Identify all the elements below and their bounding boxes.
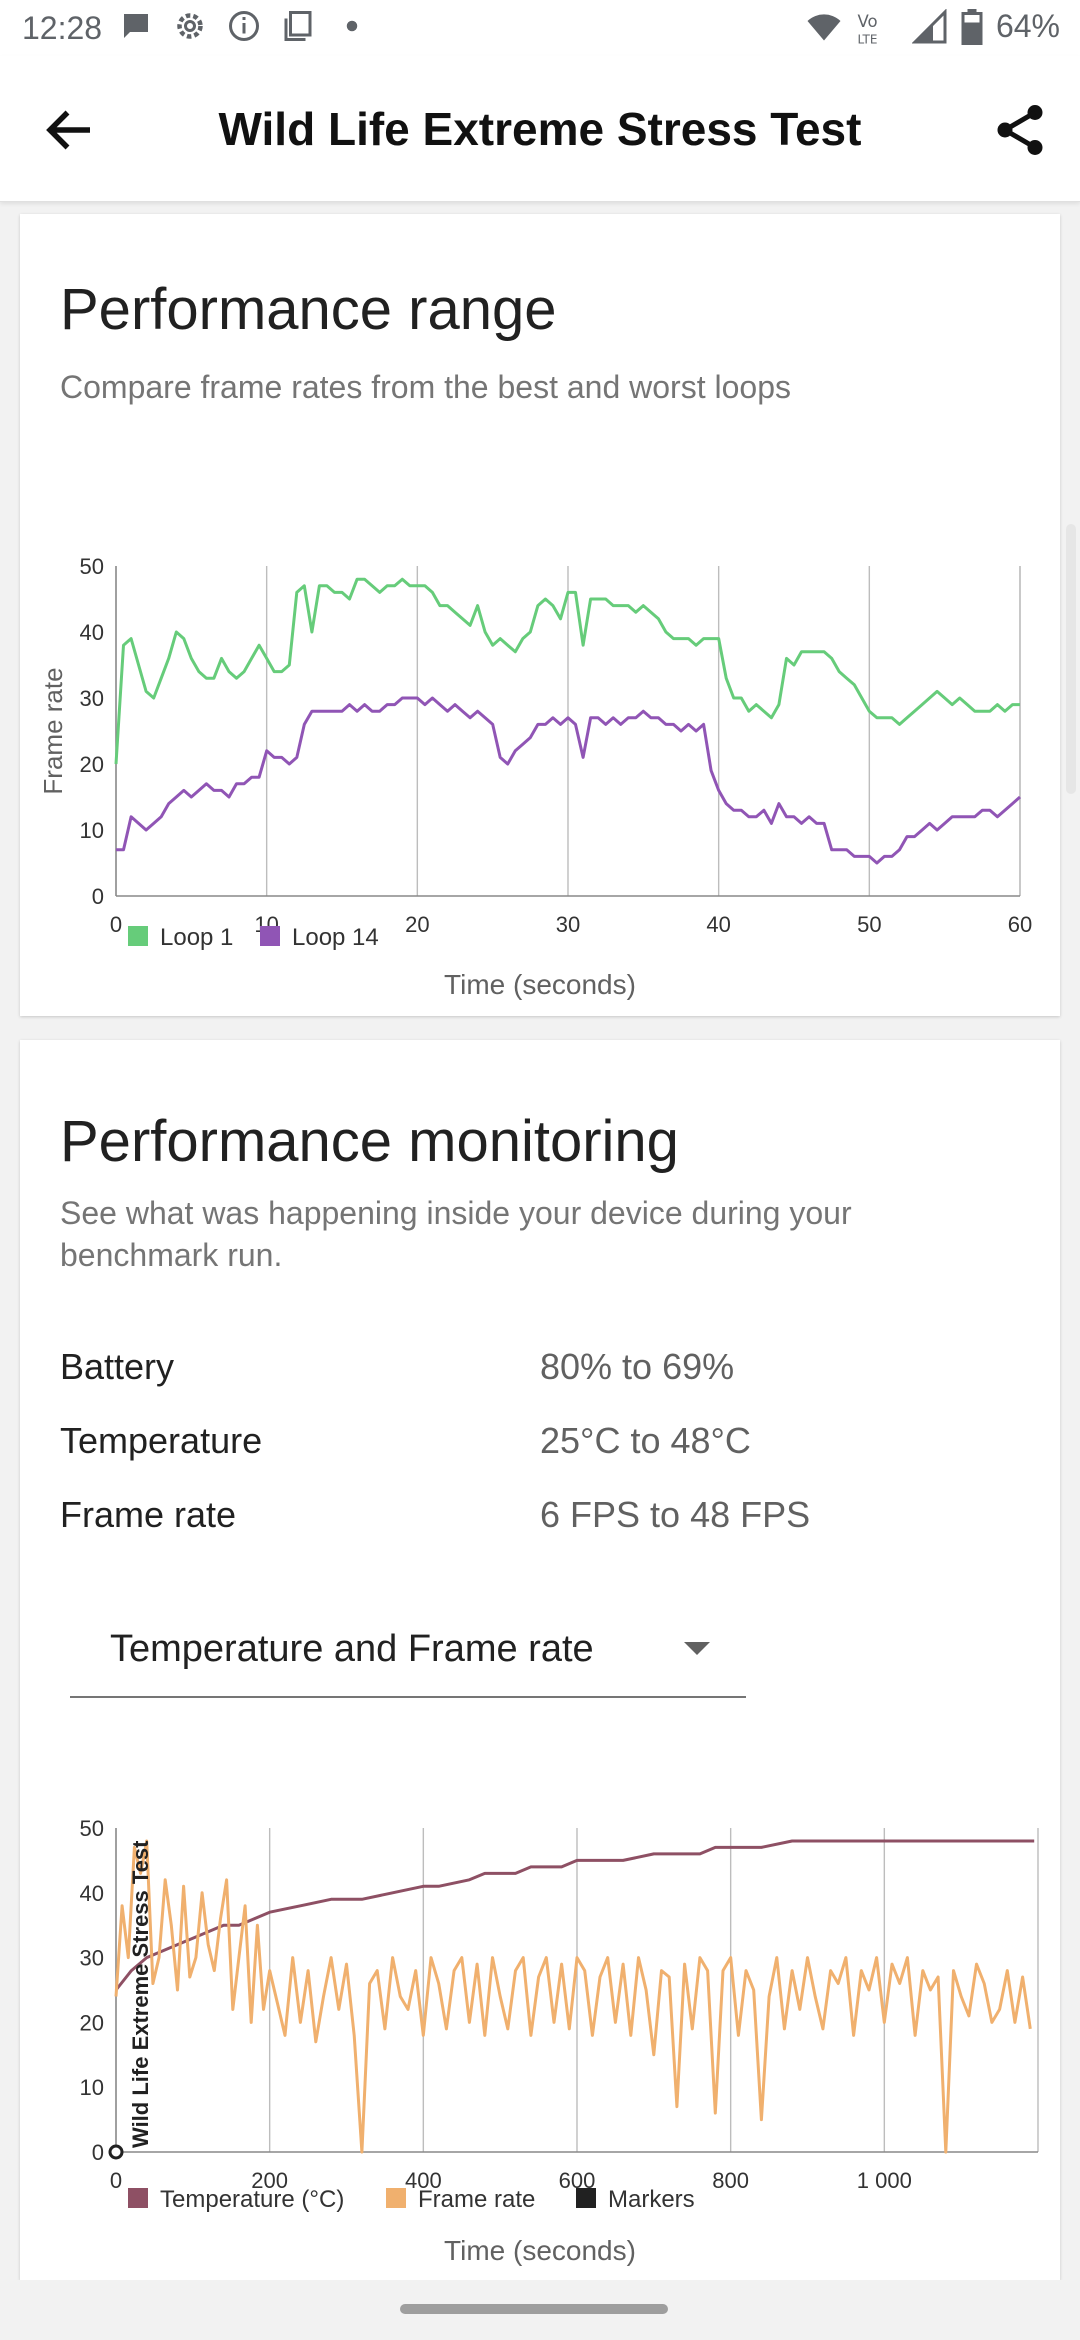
y-tick-label: 10 bbox=[80, 2075, 104, 2100]
legend-label: Frame rate bbox=[418, 2186, 535, 2213]
legend-swatch bbox=[386, 2188, 406, 2208]
y-axis-label: Frame rate bbox=[38, 667, 68, 794]
stat-label-battery: Battery bbox=[60, 1346, 175, 1387]
legend-swatch bbox=[576, 2188, 596, 2208]
legend-label: Loop 14 bbox=[292, 924, 379, 951]
x-tick-label: 20 bbox=[405, 912, 429, 937]
stat-label-frame-rate: Frame rate bbox=[60, 1494, 237, 1535]
home-gesture-handle[interactable] bbox=[400, 2304, 668, 2314]
marker-label: Wild Life Extreme Stress Test bbox=[128, 1840, 153, 2148]
app-bar: Wild Life Extreme Stress Test bbox=[0, 56, 1080, 202]
legend-label: Markers bbox=[608, 2186, 695, 2213]
y-tick-label: 20 bbox=[80, 752, 104, 777]
signal-icon bbox=[911, 8, 947, 43]
stat-value-temperature: 25°C to 48°C bbox=[540, 1420, 751, 1461]
y-tick-label: 40 bbox=[80, 620, 104, 645]
stat-value-frame-rate: 6 FPS to 48 FPS bbox=[540, 1494, 811, 1535]
status-icons-right: Vo LTE 64% bbox=[806, 8, 1060, 45]
series-line bbox=[114, 1839, 1032, 2154]
status-bar: 12:28 Vo LTE 64% bbox=[0, 0, 1080, 56]
x-axis-label: Time (seconds) bbox=[444, 969, 636, 1000]
x-tick-label: 0 bbox=[110, 2168, 122, 2193]
x-tick-label: 30 bbox=[556, 912, 580, 937]
svg-text:LTE: LTE bbox=[857, 32, 877, 45]
performance-monitoring-card: Performance monitoring See what was happ… bbox=[20, 1040, 1060, 2280]
legend-swatch bbox=[128, 926, 148, 946]
marker-point bbox=[108, 2144, 124, 2160]
gesture-bar bbox=[0, 2280, 1080, 2340]
stat-value-battery: 80% to 69% bbox=[540, 1346, 735, 1387]
series-line bbox=[114, 577, 1020, 765]
performance-range-card: Performance range Compare frame rates fr… bbox=[20, 214, 1060, 1016]
share-icon[interactable] bbox=[990, 100, 1050, 160]
status-time: 12:28 bbox=[22, 10, 103, 46]
performance-monitoring-title: Performance monitoring bbox=[60, 1109, 679, 1174]
performance-range-title: Performance range bbox=[60, 277, 557, 342]
page-title: Wild Life Extreme Stress Test bbox=[218, 103, 862, 155]
arrow-left-icon[interactable] bbox=[40, 100, 100, 160]
battery-icon bbox=[961, 8, 983, 45]
y-tick-label: 40 bbox=[80, 1881, 104, 1906]
performance-monitoring-subtitle: See what was happening inside your devic… bbox=[60, 1195, 852, 1273]
dropdown-selected-label: Temperature and Frame rate bbox=[110, 1628, 594, 1670]
y-tick-label: 50 bbox=[80, 554, 104, 579]
x-axis-label: Time (seconds) bbox=[444, 2235, 636, 2266]
x-tick-label: 40 bbox=[706, 912, 730, 937]
x-tick-label: 1 000 bbox=[857, 2168, 912, 2193]
dot-icon bbox=[346, 20, 358, 32]
x-tick-label: 400 bbox=[405, 2168, 442, 2193]
battery-percent: 64% bbox=[995, 8, 1060, 44]
status-icons-left bbox=[118, 8, 370, 44]
stat-label-temperature: Temperature bbox=[60, 1420, 263, 1461]
gear-icon bbox=[177, 13, 203, 39]
legend-swatch bbox=[260, 926, 280, 946]
y-tick-label: 30 bbox=[80, 1946, 104, 1971]
screenshot-icon bbox=[284, 11, 312, 41]
performance-range-subtitle: Compare frame rates from the best and wo… bbox=[60, 369, 791, 405]
message-icon bbox=[124, 14, 148, 38]
series-line bbox=[116, 696, 1021, 865]
legend-label: Loop 1 bbox=[160, 924, 233, 951]
svg-text:Vo: Vo bbox=[857, 12, 877, 31]
y-tick-label: 20 bbox=[80, 2010, 104, 2035]
x-tick-label: 0 bbox=[110, 912, 122, 937]
legend-label: Temperature (°C) bbox=[160, 2186, 344, 2213]
x-tick-label: 200 bbox=[251, 2168, 288, 2193]
scrollbar[interactable] bbox=[1066, 524, 1076, 794]
wifi-icon bbox=[807, 13, 841, 40]
info-icon bbox=[229, 11, 259, 41]
y-tick-label: 0 bbox=[92, 2140, 104, 2165]
chart-type-dropdown[interactable]: Temperature and Frame rate bbox=[70, 1600, 746, 1698]
series-line bbox=[114, 1839, 1035, 1991]
y-tick-label: 30 bbox=[80, 686, 104, 711]
y-tick-label: 0 bbox=[92, 884, 104, 909]
y-tick-label: 50 bbox=[80, 1816, 104, 1841]
legend-swatch bbox=[128, 2188, 148, 2208]
x-tick-label: 800 bbox=[712, 2168, 749, 2193]
x-tick-label: 50 bbox=[857, 912, 881, 937]
x-tick-label: 60 bbox=[1008, 912, 1032, 937]
chevron-down-icon bbox=[684, 1642, 710, 1655]
y-tick-label: 10 bbox=[80, 818, 104, 843]
